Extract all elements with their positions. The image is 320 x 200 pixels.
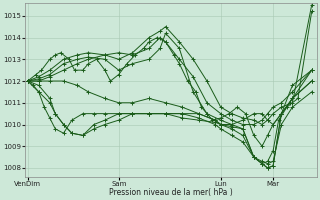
- X-axis label: Pression niveau de la mer( hPa ): Pression niveau de la mer( hPa ): [109, 188, 233, 197]
